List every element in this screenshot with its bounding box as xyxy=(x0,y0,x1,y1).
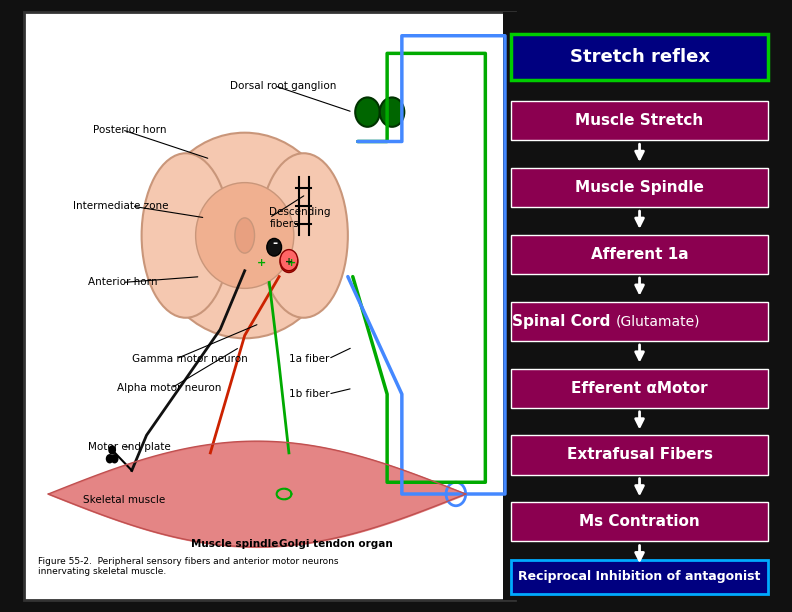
Text: Alpha motor neuron: Alpha motor neuron xyxy=(117,383,222,394)
FancyBboxPatch shape xyxy=(503,12,776,600)
Text: -: - xyxy=(272,237,278,250)
Text: Efferent αMotor: Efferent αMotor xyxy=(571,381,708,395)
Ellipse shape xyxy=(235,218,254,253)
Text: Extrafusal Fibers: Extrafusal Fibers xyxy=(566,447,713,463)
FancyBboxPatch shape xyxy=(24,12,515,600)
Circle shape xyxy=(109,446,116,455)
FancyBboxPatch shape xyxy=(511,302,768,341)
Text: 1b fiber: 1b fiber xyxy=(289,389,329,399)
Text: Muscle Stretch: Muscle Stretch xyxy=(576,113,703,128)
Text: Anterior horn: Anterior horn xyxy=(88,277,157,288)
Text: Spinal Cord: Spinal Cord xyxy=(512,314,616,329)
Text: Muscle spindle: Muscle spindle xyxy=(191,539,278,549)
Text: Skeletal muscle: Skeletal muscle xyxy=(82,495,165,505)
Text: Figure 55-2.  Peripheral sensory fibers and anterior motor neurons
innervating s: Figure 55-2. Peripheral sensory fibers a… xyxy=(39,557,339,577)
Circle shape xyxy=(380,97,405,127)
Text: Dorsal root ganglion: Dorsal root ganglion xyxy=(230,81,337,91)
Text: 1a fiber: 1a fiber xyxy=(289,354,329,364)
Text: Afferent 1a: Afferent 1a xyxy=(591,247,688,262)
Text: Golgi tendon organ: Golgi tendon organ xyxy=(279,539,393,549)
Circle shape xyxy=(106,454,113,463)
Text: Ms Contration: Ms Contration xyxy=(579,514,700,529)
Text: Intermediate zone: Intermediate zone xyxy=(73,201,169,211)
Circle shape xyxy=(280,252,298,272)
Text: +: + xyxy=(287,258,296,268)
Text: Gamma motor neuron: Gamma motor neuron xyxy=(131,354,248,364)
FancyBboxPatch shape xyxy=(511,101,768,140)
Circle shape xyxy=(111,454,119,463)
Text: Motor end plate: Motor end plate xyxy=(88,442,170,452)
Text: Reciprocal Inhibition of antagonist: Reciprocal Inhibition of antagonist xyxy=(518,570,761,583)
FancyBboxPatch shape xyxy=(511,502,768,542)
Text: Stretch reflex: Stretch reflex xyxy=(569,48,710,65)
Text: Posterior horn: Posterior horn xyxy=(93,125,166,135)
Circle shape xyxy=(267,239,282,256)
Text: +: + xyxy=(285,257,293,267)
Text: (Glutamate): (Glutamate) xyxy=(616,314,700,328)
Ellipse shape xyxy=(260,153,348,318)
Circle shape xyxy=(356,97,380,127)
Ellipse shape xyxy=(196,182,294,288)
Circle shape xyxy=(280,250,298,271)
FancyBboxPatch shape xyxy=(511,368,768,408)
FancyBboxPatch shape xyxy=(511,34,768,80)
Ellipse shape xyxy=(151,133,338,338)
FancyBboxPatch shape xyxy=(511,435,768,474)
FancyBboxPatch shape xyxy=(511,168,768,207)
Text: Muscle Spindle: Muscle Spindle xyxy=(575,180,704,195)
FancyBboxPatch shape xyxy=(511,235,768,274)
Text: +: + xyxy=(257,258,267,268)
FancyBboxPatch shape xyxy=(511,560,768,594)
Text: Descending
fibers: Descending fibers xyxy=(269,207,331,229)
Ellipse shape xyxy=(142,153,230,318)
